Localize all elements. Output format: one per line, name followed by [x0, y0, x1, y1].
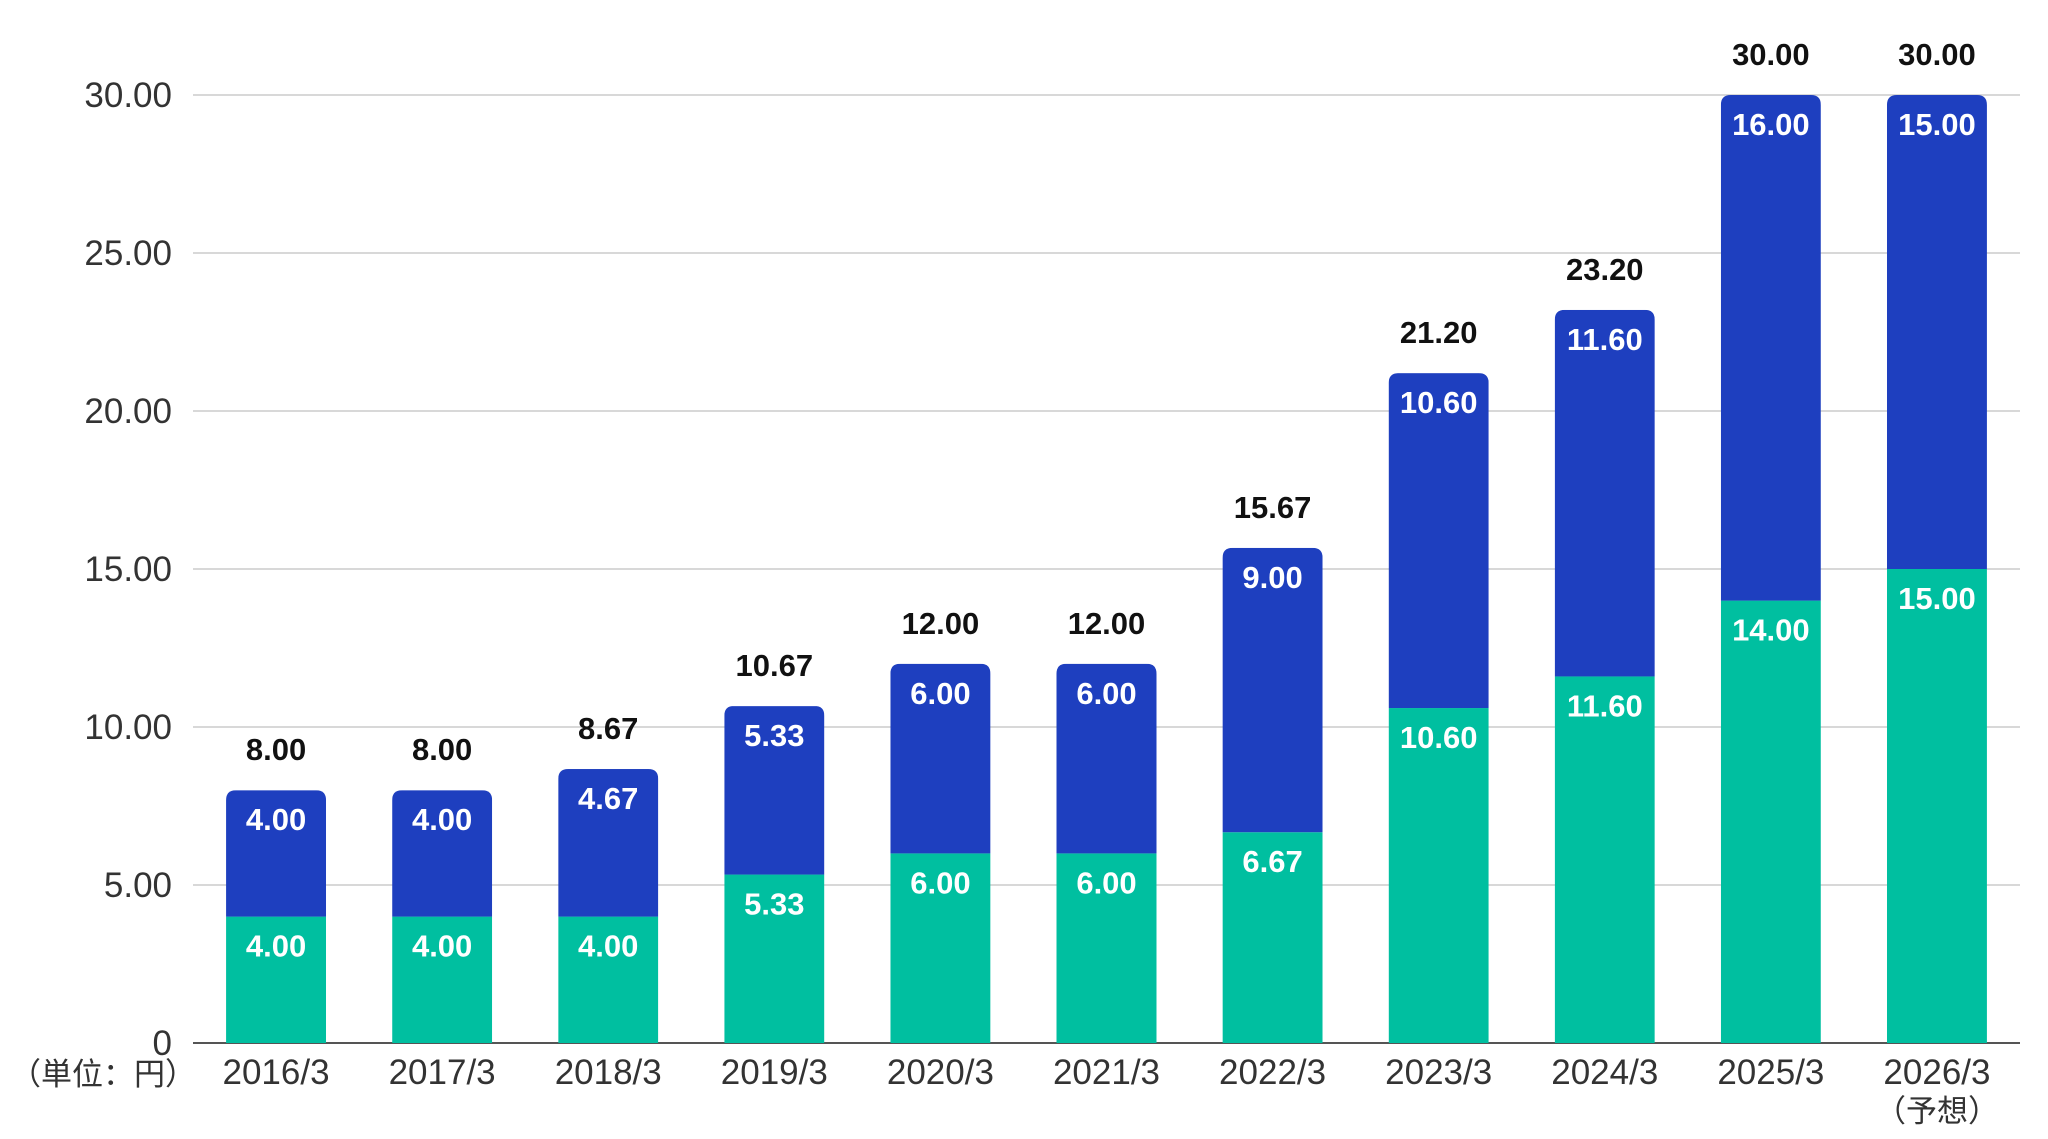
- bar-segment-lower-label: 6.67: [1242, 844, 1302, 879]
- bar-segment-lower: [1388, 708, 1489, 1043]
- bar-segment-upper: [226, 790, 327, 917]
- bar-stack: [226, 790, 327, 1043]
- bar-segment-upper: [1886, 95, 1987, 569]
- y-tick-label: 30.00: [84, 76, 172, 115]
- bar-stack: [1886, 95, 1987, 1043]
- bar-total-label: 15.67: [1234, 490, 1312, 525]
- bar-segment-upper-label: 4.00: [246, 802, 306, 837]
- bar-segment-lower: [1720, 600, 1821, 1043]
- bar-segment-lower: [392, 916, 493, 1043]
- bar-segment-upper: [1222, 547, 1323, 833]
- bar-segment-upper: [1056, 663, 1157, 854]
- bar-total-label: 10.67: [736, 648, 814, 683]
- y-tick-label: 20.00: [84, 392, 172, 431]
- x-tick-label: 2021/3: [1053, 1053, 1160, 1092]
- bar-stack: [1388, 373, 1489, 1043]
- bar-stack: [724, 706, 825, 1043]
- bar-segment-upper-label: 15.00: [1898, 107, 1976, 142]
- x-tick-label: 2023/3: [1385, 1053, 1492, 1092]
- bar-segment-lower-label: 6.00: [910, 865, 970, 900]
- x-tick-label: 2020/3: [887, 1053, 994, 1092]
- bar-segment-upper: [1388, 373, 1489, 709]
- bar-stack: [392, 790, 493, 1043]
- bar-segment-lower-label: 4.00: [246, 929, 306, 964]
- bar-segment-upper-label: 10.60: [1400, 385, 1478, 420]
- bar-segment-lower: [226, 916, 327, 1043]
- x-tick-label: 2022/3: [1219, 1053, 1326, 1092]
- bar-total-label: 8.00: [246, 732, 306, 767]
- x-tick-label: 2017/3: [389, 1053, 496, 1092]
- bar-segment-upper-label: 4.00: [412, 802, 472, 837]
- bar-segment-lower: [1222, 832, 1323, 1043]
- y-tick-label: 0: [153, 1024, 172, 1063]
- bar-segment-lower-label: 11.60: [1567, 688, 1643, 723]
- bar-segment-lower: [558, 916, 659, 1043]
- bar-total-label: 30.00: [1898, 37, 1976, 72]
- bar-segment-upper-label: 6.00: [1076, 676, 1136, 711]
- bar-segment-lower-label: 4.00: [412, 929, 472, 964]
- x-tick-label: 2025/3: [1717, 1053, 1824, 1092]
- bar-segment-upper-label: 4.67: [578, 781, 638, 816]
- x-tick-label: 2016/3: [223, 1053, 330, 1092]
- bar-stack: [1222, 547, 1323, 1043]
- bar-segment-lower-label: 15.00: [1898, 581, 1976, 616]
- bar-total-label: 21.20: [1400, 315, 1478, 350]
- bar-stack: [558, 769, 659, 1043]
- bar-segment-upper: [724, 706, 825, 875]
- bar-segment-lower: [890, 853, 991, 1043]
- bar-total-label: 23.20: [1566, 252, 1644, 287]
- bar-segment-lower-label: 10.60: [1400, 720, 1478, 755]
- bar-stack: [1554, 309, 1655, 1043]
- bar-segment-upper: [1720, 95, 1821, 601]
- x-axis-ticks: 2016/3 2017/3 2018/3 2019/3 2020/3 2021/3 2022…: [223, 1053, 1999, 1129]
- bar-segment-upper-label: 5.33: [744, 718, 804, 753]
- bar-segment-lower: [1886, 569, 1987, 1043]
- bar-segment-lower: [1554, 676, 1655, 1043]
- bar-segment-upper-label: 6.00: [910, 676, 970, 711]
- x-tick-label: 2026/3: [1883, 1053, 1990, 1092]
- bar-total-label: 12.00: [902, 606, 980, 641]
- bar-stack: [1720, 95, 1821, 1043]
- bar-segment-lower-label: 14.00: [1732, 613, 1810, 648]
- bar-segment-upper: [890, 663, 991, 854]
- x-tick-label: 2024/3: [1551, 1053, 1658, 1092]
- bar-total-label: 8.00: [412, 732, 472, 767]
- x-tick-note: （予想）: [1875, 1094, 1999, 1129]
- bars: 4.00 4.00 8.00 4.00 4.00 8.00 4.00 4.67 8.67 5.33…: [226, 37, 1987, 1043]
- bar-segment-upper-label: 16.00: [1732, 107, 1810, 142]
- bar-stack: [1056, 663, 1157, 1043]
- bar-segment-lower-label: 6.00: [1076, 865, 1136, 900]
- bar-segment-upper: [558, 769, 659, 917]
- bar-segment-lower-label: 4.00: [578, 929, 638, 964]
- y-axis-ticks: 0 5.00 10.00 15.00 20.00 25.00 30.00: [84, 76, 172, 1063]
- bar-segment-upper-label: 11.60: [1567, 322, 1643, 357]
- unit-label: （単位：円）: [10, 1057, 196, 1092]
- bar-total-label: 12.00: [1068, 606, 1146, 641]
- bar-segment-upper: [392, 790, 493, 917]
- bar-segment-lower: [724, 874, 825, 1043]
- bar-total-label: 30.00: [1732, 37, 1810, 72]
- x-tick-label: 2019/3: [721, 1053, 828, 1092]
- y-tick-label: 15.00: [84, 550, 172, 589]
- bar-segment-upper-label: 9.00: [1242, 560, 1302, 595]
- y-tick-label: 10.00: [84, 708, 172, 747]
- bar-segment-upper: [1554, 309, 1655, 677]
- y-tick-label: 5.00: [104, 866, 172, 905]
- x-tick-label: 2018/3: [555, 1053, 662, 1092]
- bar-segment-lower-label: 5.33: [744, 887, 804, 922]
- y-tick-label: 25.00: [84, 234, 172, 273]
- bar-stack: [890, 663, 991, 1043]
- bar-total-label: 8.67: [578, 711, 638, 746]
- bar-segment-lower: [1056, 853, 1157, 1043]
